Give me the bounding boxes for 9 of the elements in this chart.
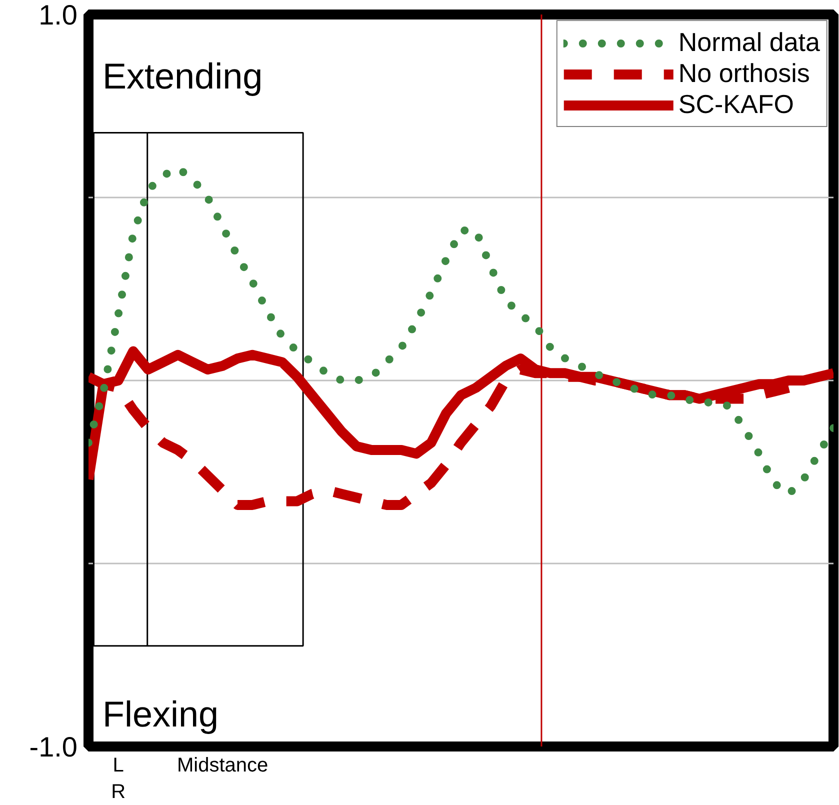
x-tick-label: Midstance — [177, 754, 268, 776]
y-tick-label: 1.0 — [38, 0, 78, 30]
annotation: Flexing — [102, 694, 219, 734]
legend-label: SC-KAFO — [678, 89, 794, 120]
y-tick-label: -1.0 — [29, 732, 78, 762]
legend-label: Normal data — [678, 27, 820, 58]
x-tick-label: L R — [111, 754, 126, 803]
legend-label: No orthosis — [678, 58, 810, 89]
annotation: Extending — [102, 56, 263, 96]
